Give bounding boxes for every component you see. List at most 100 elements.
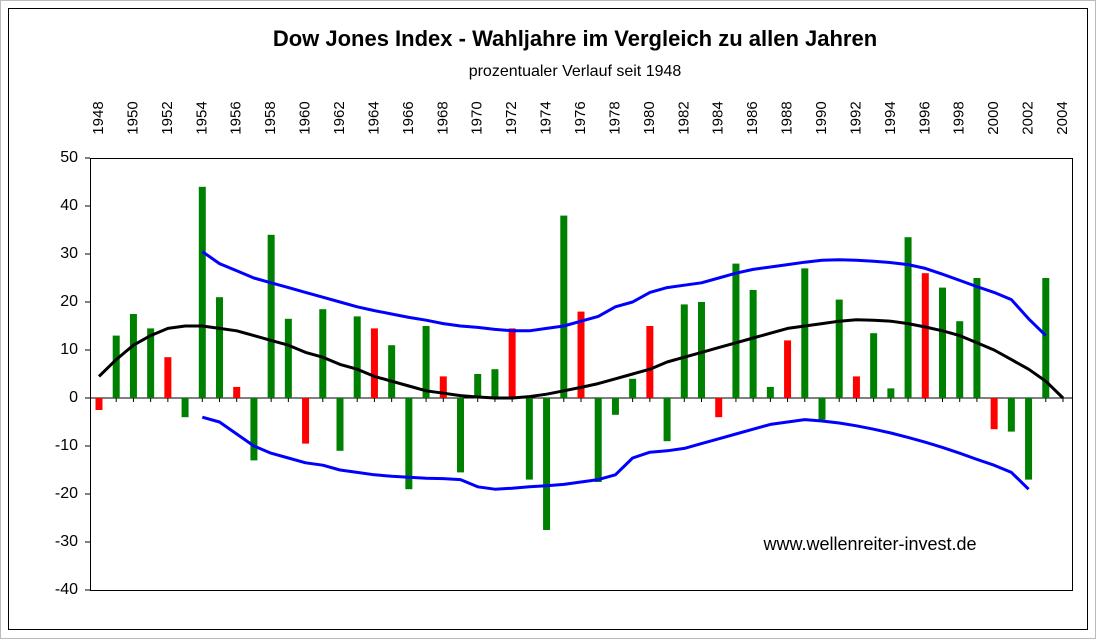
bar [112, 335, 120, 398]
bar [216, 297, 223, 398]
bar [457, 398, 464, 473]
x-tick-label: 1968 [434, 101, 451, 134]
bar [474, 374, 482, 398]
bar [870, 333, 878, 398]
bar [646, 326, 654, 398]
bar [1007, 398, 1015, 432]
x-tick-label: 1992 [847, 101, 864, 134]
y-tick-label: 40 [60, 197, 78, 214]
x-tick-label: 1952 [159, 101, 176, 134]
bar [680, 304, 688, 398]
bar [629, 378, 637, 398]
x-tick-label: 1980 [641, 101, 658, 134]
bar [319, 309, 327, 398]
x-tick-label: 1966 [400, 101, 417, 134]
chart-subtitle: prozentualer Verlauf seit 1948 [469, 63, 682, 80]
x-tick-label: 1960 [297, 101, 314, 134]
bar [818, 398, 826, 420]
x-tick-label: 1962 [331, 101, 348, 134]
y-tick-label: -10 [55, 437, 78, 454]
y-tick-label: 0 [69, 389, 78, 406]
x-tick-label: 2004 [1054, 101, 1071, 134]
bar [1042, 278, 1050, 398]
bar [904, 237, 912, 398]
bar [164, 357, 172, 398]
bar [921, 273, 929, 398]
x-tick-label: 1986 [744, 101, 761, 134]
bar [233, 386, 241, 398]
bar [95, 398, 103, 410]
bar [491, 369, 499, 398]
bar [749, 290, 757, 398]
x-tick-label: 1984 [710, 101, 727, 134]
x-tick-label: 1974 [538, 101, 555, 134]
bar [852, 376, 860, 398]
x-tick-label: 1982 [675, 101, 692, 134]
bar [353, 316, 361, 398]
bar [801, 268, 809, 398]
x-tick-label: 1964 [365, 101, 382, 134]
bar [439, 376, 447, 398]
bar [784, 340, 792, 398]
bar [267, 234, 275, 398]
watermark: www.wellenreiter-invest.de [762, 534, 976, 554]
chart-title: Dow Jones Index - Wahljahre im Vergleich… [273, 26, 877, 51]
x-tick-label: 1970 [469, 101, 486, 134]
y-tick-label: -20 [55, 485, 78, 502]
y-tick-label: 10 [60, 341, 78, 358]
bar [766, 386, 774, 398]
y-tick-label: -30 [55, 533, 78, 550]
bar [887, 388, 895, 398]
bar [405, 398, 413, 490]
x-tick-label: 1998 [951, 101, 968, 134]
bar [525, 398, 533, 480]
bar [508, 328, 516, 398]
x-tick-label: 1990 [813, 101, 830, 134]
x-tick-label: 1994 [882, 101, 899, 134]
x-tick-label: 1978 [606, 101, 623, 134]
y-tick-label: 30 [60, 245, 78, 262]
x-tick-label: 1948 [90, 101, 107, 134]
x-tick-label: 1954 [193, 101, 210, 134]
bar [543, 398, 551, 530]
bar [698, 302, 705, 398]
x-tick-label: 1996 [916, 101, 933, 134]
bar [422, 326, 430, 398]
bar [198, 186, 206, 398]
y-tick-label: 20 [60, 293, 78, 310]
y-tick-label: 50 [60, 149, 78, 166]
bar [715, 398, 723, 418]
bar [732, 263, 740, 398]
x-tick-label: 1988 [779, 101, 796, 134]
x-tick-label: 2000 [985, 101, 1002, 134]
bar [663, 398, 671, 442]
x-tick-label: 2002 [1020, 101, 1037, 134]
bar [611, 398, 619, 415]
bar [370, 328, 378, 398]
bar [181, 398, 189, 418]
bar [939, 287, 946, 398]
bar [284, 318, 292, 398]
bar [1025, 398, 1033, 480]
x-tick-label: 1950 [124, 101, 141, 134]
line [201, 250, 1047, 337]
bar [594, 398, 602, 482]
x-tick-label: 1976 [572, 101, 589, 134]
x-tick-label: 1958 [262, 101, 279, 134]
bar [577, 311, 585, 398]
bar [129, 314, 137, 398]
x-tick-label: 1972 [503, 101, 520, 134]
bar [147, 328, 155, 398]
x-tick-label: 1956 [228, 101, 245, 134]
bar [336, 398, 344, 451]
bar [560, 215, 568, 398]
bar [956, 321, 964, 398]
bar [835, 299, 843, 398]
bar [990, 398, 998, 430]
bar [388, 345, 396, 398]
y-tick-label: -40 [55, 581, 78, 598]
bar [302, 398, 310, 444]
line [97, 318, 1065, 400]
bar [250, 398, 258, 461]
